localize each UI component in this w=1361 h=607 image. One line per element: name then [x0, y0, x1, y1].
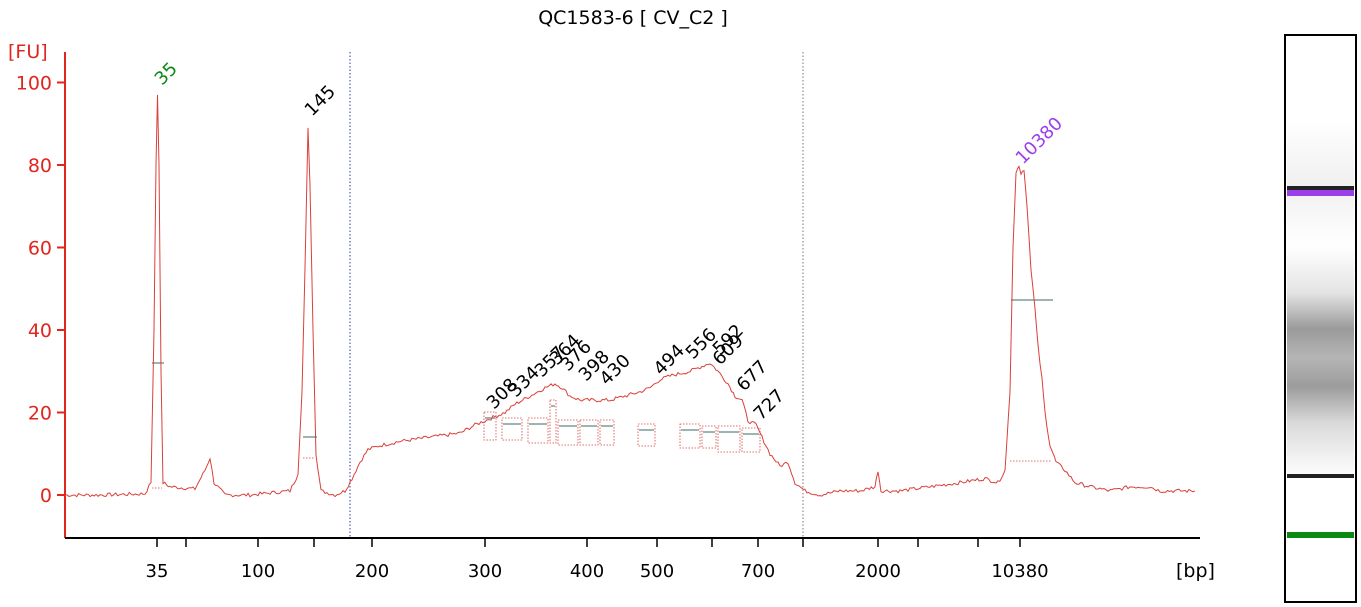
peak-box: [527, 417, 549, 444]
peak-box: [549, 399, 557, 444]
gel-band-lower-marker: [1287, 532, 1354, 538]
peak-box: [579, 419, 599, 446]
x-tick-label: 700: [741, 561, 775, 582]
y-tick-label: 60: [28, 238, 52, 260]
x-tick-label: 200: [355, 561, 389, 582]
x-tick-label: 400: [570, 561, 604, 582]
peak-label-727: 727: [750, 385, 789, 424]
gel-smear: [1287, 120, 1354, 480]
peak-integration-boxes: [152, 299, 1053, 489]
y-tick-label: 20: [28, 403, 52, 425]
x-tick-label: 100: [241, 561, 275, 582]
peak-box: [637, 423, 656, 447]
y-tick-label: 40: [28, 320, 52, 342]
peak-box: [599, 419, 615, 446]
x-tick-label: 2000: [855, 561, 901, 582]
peak-label-677: 677: [733, 356, 772, 395]
gel-band-upper-marker: [1287, 190, 1354, 196]
peak-box: [717, 425, 741, 453]
peak-box: [483, 411, 497, 441]
peak-box: [557, 419, 579, 446]
gel-lane: [1284, 34, 1357, 603]
x-tick-label: 300: [468, 561, 502, 582]
y-tick-label: 100: [16, 73, 52, 95]
gel-band-upper-dark: [1287, 186, 1354, 190]
peak-label-10380: 10380: [1012, 113, 1067, 168]
peak-box: [679, 423, 701, 449]
gel-band-145: [1287, 474, 1354, 478]
y-axis-label: [FU]: [8, 41, 48, 63]
peak-box: [501, 417, 523, 441]
x-axis-label: [bp]: [1176, 560, 1215, 582]
y-tick-label: 0: [40, 485, 52, 507]
y-axis: 0 20 40 60 80 100: [16, 52, 66, 538]
x-axis: 35 100 200 300 400 500 700 2000 10380: [65, 537, 1200, 582]
y-tick-label: 80: [28, 155, 52, 177]
peak-box: [701, 425, 717, 449]
peak-label-35: 35: [151, 58, 182, 89]
x-tick-label: 500: [640, 561, 674, 582]
window-lines: [349, 52, 804, 538]
x-tick-label: 10380: [991, 561, 1048, 582]
peak-label-145: 145: [301, 81, 340, 120]
x-tick-label: 35: [146, 561, 169, 582]
fluorescence-trace: [64, 94, 1196, 498]
chart-title: QC1583-6 [ CV_C2 ]: [538, 7, 728, 29]
peak-box: [741, 427, 761, 453]
